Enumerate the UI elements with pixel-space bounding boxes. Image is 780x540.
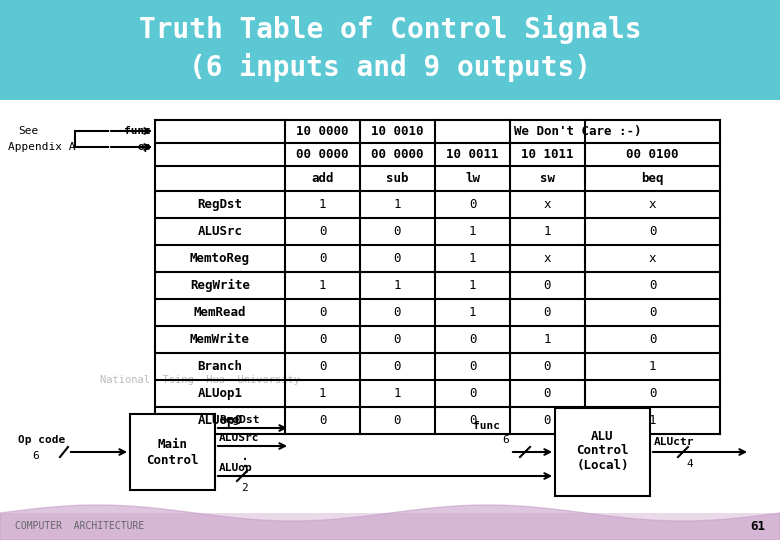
Text: 1: 1 xyxy=(469,252,477,265)
Text: sw: sw xyxy=(540,172,555,185)
Text: 1: 1 xyxy=(319,279,326,292)
Text: RegWrite: RegWrite xyxy=(190,279,250,292)
Text: 10 0000: 10 0000 xyxy=(296,125,349,138)
Text: beq: beq xyxy=(641,172,664,185)
Text: 0: 0 xyxy=(394,360,401,373)
Text: RegDst: RegDst xyxy=(219,415,260,425)
Text: 0: 0 xyxy=(649,306,656,319)
Text: 6: 6 xyxy=(502,435,509,445)
Text: 00 0100: 00 0100 xyxy=(626,148,679,161)
Text: ALUSrc: ALUSrc xyxy=(197,225,243,238)
Text: See: See xyxy=(18,126,38,136)
Text: ALUop: ALUop xyxy=(219,463,253,473)
Text: MemWrite: MemWrite xyxy=(190,333,250,346)
Text: x: x xyxy=(649,252,656,265)
Text: 0: 0 xyxy=(394,414,401,427)
Text: MemRead: MemRead xyxy=(193,306,246,319)
Bar xyxy=(130,414,215,490)
Text: 1: 1 xyxy=(544,333,551,346)
Text: 0: 0 xyxy=(319,360,326,373)
Text: 0: 0 xyxy=(319,225,326,238)
Text: We Don't Care :-): We Don't Care :-) xyxy=(514,125,641,138)
Text: Branch: Branch xyxy=(197,360,243,373)
Text: 0: 0 xyxy=(469,198,477,211)
Text: 0: 0 xyxy=(649,333,656,346)
Text: x: x xyxy=(544,198,551,211)
Text: ALUSrc: ALUSrc xyxy=(219,433,260,443)
Text: lw: lw xyxy=(465,172,480,185)
Text: 4: 4 xyxy=(686,459,693,469)
Text: COMPUTER  ARCHITECTURE: COMPUTER ARCHITECTURE xyxy=(15,521,144,531)
Text: 0: 0 xyxy=(319,306,326,319)
Text: func: func xyxy=(473,421,500,431)
Text: 0: 0 xyxy=(544,279,551,292)
Text: 0: 0 xyxy=(319,333,326,346)
Text: 0: 0 xyxy=(649,387,656,400)
Text: 0: 0 xyxy=(394,333,401,346)
Text: add: add xyxy=(311,172,334,185)
Bar xyxy=(0,513,780,540)
Text: 0: 0 xyxy=(544,360,551,373)
Text: 1: 1 xyxy=(544,225,551,238)
Text: func: func xyxy=(124,126,151,136)
Text: 0: 0 xyxy=(394,306,401,319)
Text: 0: 0 xyxy=(394,252,401,265)
Text: Op code: Op code xyxy=(18,435,66,445)
Text: 0: 0 xyxy=(394,225,401,238)
Text: 1: 1 xyxy=(469,279,477,292)
Bar xyxy=(555,408,650,496)
Bar xyxy=(0,100,780,540)
Text: 1: 1 xyxy=(469,306,477,319)
Text: 10 0010: 10 0010 xyxy=(371,125,424,138)
Text: 1: 1 xyxy=(319,198,326,211)
Text: (6 inputs and 9 outputs): (6 inputs and 9 outputs) xyxy=(189,53,591,83)
Text: 00 0000: 00 0000 xyxy=(296,148,349,161)
Text: 0: 0 xyxy=(649,279,656,292)
Text: 10 0011: 10 0011 xyxy=(446,148,498,161)
Text: Truth Table of Control Signals: Truth Table of Control Signals xyxy=(139,16,641,44)
Text: Control: Control xyxy=(147,454,199,467)
Text: 1: 1 xyxy=(319,387,326,400)
Text: ALU: ALU xyxy=(591,429,614,442)
Text: 0: 0 xyxy=(469,387,477,400)
Text: x: x xyxy=(649,198,656,211)
Text: 61: 61 xyxy=(750,519,765,532)
Text: 0: 0 xyxy=(544,306,551,319)
Text: 0: 0 xyxy=(319,252,326,265)
Text: 0: 0 xyxy=(469,360,477,373)
Text: 0: 0 xyxy=(544,414,551,427)
Text: 0: 0 xyxy=(544,387,551,400)
Text: 0: 0 xyxy=(469,414,477,427)
Text: Main: Main xyxy=(158,437,187,450)
Text: ALUctr: ALUctr xyxy=(654,437,694,447)
Text: ALUop1: ALUop1 xyxy=(197,387,243,400)
Text: 0: 0 xyxy=(319,414,326,427)
Text: RegDst: RegDst xyxy=(197,198,243,211)
Bar xyxy=(0,0,780,100)
Text: 2: 2 xyxy=(242,483,248,493)
Text: MemtoReg: MemtoReg xyxy=(190,252,250,265)
Text: National  Tsing  Hua  University: National Tsing Hua University xyxy=(100,375,300,385)
Text: 1: 1 xyxy=(394,387,401,400)
Text: Control: Control xyxy=(576,443,629,456)
Text: 1: 1 xyxy=(469,225,477,238)
Text: :: : xyxy=(242,453,248,471)
Text: 0: 0 xyxy=(469,333,477,346)
Text: 0: 0 xyxy=(649,225,656,238)
Text: (Local): (Local) xyxy=(576,460,629,472)
Text: 6: 6 xyxy=(32,451,39,461)
Text: 1: 1 xyxy=(649,414,656,427)
Text: 10 1011: 10 1011 xyxy=(521,148,574,161)
Text: 1: 1 xyxy=(394,279,401,292)
Text: ALUop0: ALUop0 xyxy=(197,414,243,427)
Text: 00 0000: 00 0000 xyxy=(371,148,424,161)
Text: sub: sub xyxy=(386,172,409,185)
Text: 1: 1 xyxy=(394,198,401,211)
Text: 1: 1 xyxy=(649,360,656,373)
Text: x: x xyxy=(544,252,551,265)
Text: Appendix A: Appendix A xyxy=(8,142,76,152)
Text: op: op xyxy=(137,142,151,152)
